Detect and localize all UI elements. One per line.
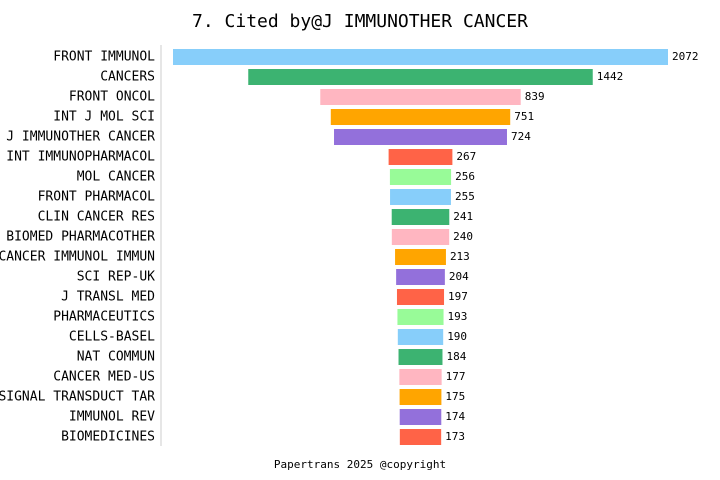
y-tick-label: CANCER MED-US: [53, 370, 155, 385]
footer: Papertrans 2025 @copyright: [274, 458, 446, 471]
value-label: 724: [511, 130, 531, 143]
bar: [399, 369, 442, 385]
y-tick-label: BIOMED PHARMACOTHER: [6, 230, 155, 245]
bar: [390, 189, 451, 205]
y-tick-label: J IMMUNOTHER CANCER: [6, 130, 155, 145]
value-label: 204: [449, 270, 469, 283]
bar: [399, 409, 442, 425]
value-label: 213: [450, 250, 470, 263]
y-tick-label: SIGNAL TRANSDUCT TAR: [0, 390, 155, 405]
bar: [397, 309, 444, 325]
value-label: 255: [455, 190, 475, 203]
bar: [399, 429, 442, 445]
bar: [396, 289, 445, 305]
y-tick-label: SCI REP-UK: [77, 270, 155, 285]
value-label: 184: [446, 350, 466, 363]
y-tick-label: J TRANSL MED: [61, 290, 155, 305]
y-tick-label: BIOMEDICINES: [61, 430, 155, 445]
bar: [396, 269, 445, 285]
value-label: 177: [446, 370, 466, 383]
bar: [391, 209, 450, 225]
value-label: 240: [453, 230, 473, 243]
bar: [391, 229, 450, 245]
value-label: 175: [445, 390, 465, 403]
value-label: 1442: [597, 70, 624, 83]
bar: [320, 89, 521, 105]
y-tick-label: INT IMMUNOPHARMACOL: [6, 150, 155, 165]
value-label: 2072: [672, 50, 699, 63]
y-tick-label: FRONT IMMUNOL: [53, 50, 155, 65]
bar: [397, 329, 444, 345]
y-tick-label: CLIN CANCER RES: [38, 210, 155, 225]
bar: [173, 49, 668, 65]
chart-title: 7. Cited by@J IMMUNOTHER CANCER: [192, 11, 528, 32]
y-tick-label: FRONT ONCOL: [69, 90, 155, 105]
y-tick-label: INT J MOL SCI: [53, 110, 155, 125]
bar: [334, 129, 507, 145]
bar: [248, 69, 593, 85]
value-label: 197: [448, 290, 468, 303]
bar: [398, 349, 443, 365]
y-tick-label: CANCER IMMUNOL IMMUN: [0, 250, 155, 265]
value-label: 839: [525, 90, 545, 103]
y-tick-label: IMMUNOL REV: [69, 410, 155, 425]
value-label: 193: [448, 310, 468, 323]
y-tick-label: CELLS-BASEL: [69, 330, 155, 345]
y-tick-label: FRONT PHARMACOL: [38, 190, 156, 205]
bar: [330, 109, 511, 125]
bar: [388, 149, 453, 165]
bar: [399, 389, 442, 405]
bar: [395, 249, 446, 265]
value-label: 267: [456, 150, 476, 163]
y-tick-label: NAT COMMUN: [77, 350, 155, 365]
bar: [389, 169, 452, 185]
value-label: 241: [453, 210, 473, 223]
y-tick-label: CANCERS: [100, 70, 155, 85]
value-label: 174: [445, 410, 465, 423]
value-label: 173: [445, 430, 465, 443]
value-label: 751: [514, 110, 534, 123]
value-label: 256: [455, 170, 475, 183]
value-label: 190: [447, 330, 467, 343]
y-tick-label: PHARMACEUTICS: [53, 310, 155, 325]
y-tick-label: MOL CANCER: [77, 170, 155, 185]
